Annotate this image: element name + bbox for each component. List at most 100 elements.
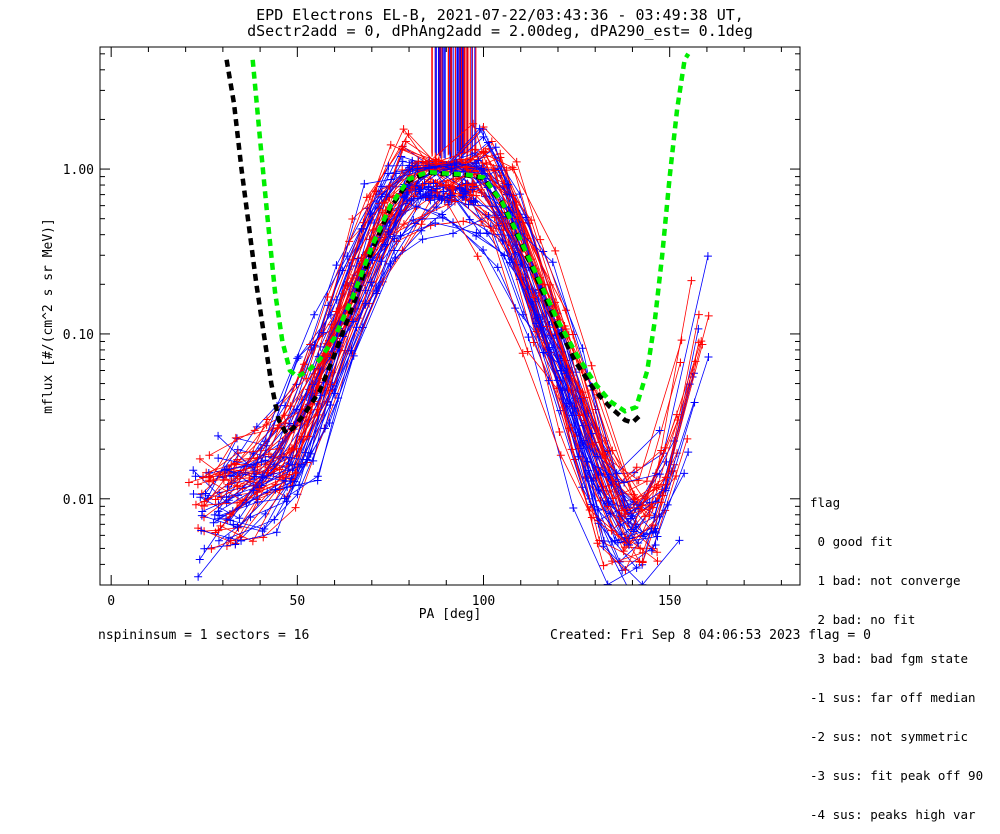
data-point-marker	[523, 347, 532, 356]
data-point-marker	[448, 184, 457, 193]
x-tick-label: 100	[472, 594, 495, 609]
data-point-marker	[431, 219, 440, 228]
data-point-marker	[205, 451, 214, 460]
data-point-marker	[625, 540, 634, 549]
data-point-marker	[210, 510, 219, 519]
data-point-marker	[214, 431, 223, 440]
data-point-marker	[418, 180, 427, 189]
data-point-marker	[349, 317, 358, 326]
data-point-marker	[484, 211, 493, 220]
data-point-marker	[551, 246, 560, 255]
data-point-marker	[559, 395, 568, 404]
data-point-marker	[391, 253, 400, 262]
legend-item: -2 sus: not symmetric	[810, 729, 969, 744]
data-point-marker	[587, 361, 596, 370]
distribution-trace	[208, 128, 638, 502]
data-point-marker	[683, 434, 692, 443]
data-point-marker	[450, 160, 459, 169]
data-point-marker	[468, 181, 477, 190]
data-point-marker	[348, 274, 357, 283]
data-point-marker	[382, 221, 391, 230]
distribution-trace	[201, 170, 639, 544]
data-point-marker	[211, 528, 220, 537]
data-point-marker	[479, 122, 488, 131]
data-point-marker	[539, 348, 548, 357]
data-point-marker	[229, 520, 238, 529]
data-point-marker	[524, 333, 533, 342]
data-point-marker	[587, 513, 596, 522]
data-point-marker	[455, 183, 464, 192]
data-point-marker	[231, 540, 240, 549]
data-point-marker	[447, 164, 456, 173]
data-point-marker	[300, 360, 309, 369]
distribution-trace	[217, 162, 660, 474]
data-point-marker	[245, 474, 254, 483]
x-tick-label: 0	[107, 594, 115, 609]
data-point-marker	[452, 158, 461, 167]
data-point-marker	[569, 330, 578, 339]
data-point-marker	[603, 580, 612, 585]
data-point-marker	[257, 457, 266, 466]
data-point-marker	[233, 449, 242, 458]
legend-item: -1 sus: far off median	[810, 690, 976, 705]
distribution-trace	[220, 220, 674, 564]
y-tick-label: 0.10	[63, 328, 94, 343]
data-point-marker	[516, 270, 525, 279]
data-layer	[184, 47, 713, 596]
data-point-marker	[633, 476, 642, 485]
data-point-marker	[308, 380, 317, 389]
legend-item: 1 bad: not converge	[810, 573, 961, 588]
data-point-marker	[583, 457, 592, 466]
data-point-marker	[557, 366, 566, 375]
data-point-marker	[580, 393, 589, 402]
data-point-marker	[448, 183, 457, 192]
legend-title: flag	[810, 495, 841, 510]
data-point-marker	[398, 157, 407, 166]
data-point-marker	[641, 512, 650, 521]
data-point-marker	[626, 588, 634, 596]
data-point-marker	[303, 432, 312, 441]
data-point-marker	[460, 193, 469, 202]
data-point-marker	[409, 216, 418, 225]
data-point-marker	[437, 195, 446, 204]
data-point-marker	[207, 544, 216, 553]
distribution-trace	[218, 222, 695, 543]
data-point-marker	[519, 310, 528, 319]
data-point-marker	[468, 179, 477, 188]
data-point-marker	[320, 424, 329, 433]
data-point-marker	[368, 210, 377, 219]
data-point-marker	[306, 340, 315, 349]
data-point-marker	[518, 349, 527, 358]
data-point-marker	[418, 235, 427, 244]
data-point-marker	[631, 494, 640, 503]
data-point-marker	[352, 323, 361, 332]
data-point-marker	[260, 524, 269, 533]
data-point-marker	[258, 472, 267, 481]
data-point-marker	[634, 539, 643, 548]
distribution-trace	[202, 153, 679, 511]
data-point-marker	[250, 426, 259, 435]
legend-item: -4 sus: peaks high var	[810, 807, 976, 822]
data-point-marker	[427, 186, 436, 195]
data-point-marker	[675, 536, 684, 545]
data-point-marker	[509, 191, 518, 200]
data-point-marker	[462, 163, 471, 172]
data-point-marker	[285, 419, 294, 428]
data-point-marker	[513, 214, 522, 223]
data-point-marker	[348, 255, 357, 264]
data-point-marker	[421, 191, 430, 200]
data-point-marker	[222, 493, 231, 502]
data-point-marker	[680, 469, 689, 478]
data-point-marker	[357, 225, 366, 234]
data-point-marker	[209, 518, 218, 527]
data-point-marker	[253, 497, 262, 506]
data-point-marker	[500, 251, 509, 260]
data-point-marker	[201, 489, 210, 498]
data-point-marker	[200, 497, 209, 506]
data-point-marker	[200, 544, 209, 553]
data-point-marker	[694, 324, 703, 333]
data-point-marker	[653, 557, 662, 566]
data-point-marker	[487, 137, 496, 146]
data-point-marker	[544, 376, 553, 385]
data-point-marker	[698, 340, 707, 349]
